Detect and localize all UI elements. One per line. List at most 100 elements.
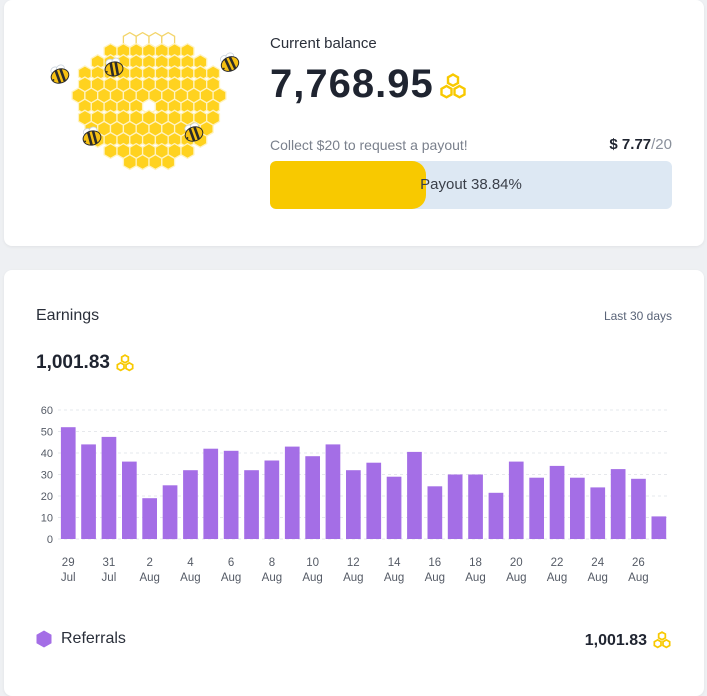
progress-total: /20 <box>651 136 672 153</box>
x-tick-label: 8 <box>269 557 275 569</box>
honeycomb-cell <box>180 142 195 160</box>
bar-22-aug[interactable] <box>549 465 565 539</box>
bar-7-aug[interactable] <box>244 470 259 539</box>
x-tick-label: 29 <box>62 557 75 569</box>
bee-icon <box>82 126 102 146</box>
x-tick-label: Aug <box>221 572 241 584</box>
bar-16-aug[interactable] <box>427 486 443 539</box>
bar-29-jul[interactable] <box>60 427 76 539</box>
bar-31-jul[interactable] <box>101 436 117 539</box>
bar-13-aug[interactable] <box>366 462 382 539</box>
bar-23-aug[interactable] <box>570 477 585 539</box>
bar-21-aug[interactable] <box>529 477 544 539</box>
x-tick-label: Aug <box>547 572 567 584</box>
honeycomb-cell <box>161 153 176 171</box>
earnings-bar-chart: 0 10 20 30 40 50 60 29 Jul 31 Jul 2 Aug 4 Aug 6 Aug 8 Aug 1… <box>41 405 669 584</box>
x-tick-label: 24 <box>591 557 604 569</box>
bar-30-jul[interactable] <box>81 444 96 539</box>
chart-legend[interactable]: Referrals <box>36 630 126 648</box>
legend-label-referrals: Referrals <box>61 630 126 647</box>
honeycomb-coin-icon <box>116 353 134 371</box>
bar-14-aug[interactable] <box>386 476 402 539</box>
earnings-card: Earnings Last 30 days 1,001.83 0 10 20 30 40… <box>4 270 704 696</box>
bar-17-aug[interactable] <box>447 474 463 540</box>
bar-1-aug[interactable] <box>122 461 137 539</box>
referrals-total: 1,001.83 <box>584 631 647 649</box>
bar-15-aug[interactable] <box>407 451 422 539</box>
balance-value: 7,768.95 <box>270 62 434 106</box>
x-tick-label: 18 <box>469 557 482 569</box>
progress-current: $ 7.77 <box>609 136 652 153</box>
x-tick-label: Aug <box>343 572 363 584</box>
bee-icon <box>184 122 204 142</box>
x-tick-label: 22 <box>551 557 564 569</box>
x-tick-label: Aug <box>425 572 445 584</box>
x-tick-label: 14 <box>388 557 401 569</box>
y-tick-label: 50 <box>41 427 53 439</box>
x-tick-label: 2 <box>146 557 152 569</box>
x-tick-label: Aug <box>506 572 526 584</box>
honeycomb-cell <box>122 153 137 171</box>
bar-19-aug[interactable] <box>488 492 504 539</box>
bar-20-aug[interactable] <box>508 461 524 539</box>
x-tick-label: Jul <box>61 572 76 584</box>
x-tick-label: 10 <box>306 557 319 569</box>
y-tick-label: 10 <box>41 513 53 525</box>
bar-3-aug[interactable] <box>162 485 178 540</box>
bar-25-aug[interactable] <box>610 469 626 539</box>
x-tick-label: 16 <box>428 557 441 569</box>
honeycomb-cell <box>135 153 150 171</box>
x-tick-label: Jul <box>102 572 117 584</box>
bar-11-aug[interactable] <box>325 444 341 539</box>
bee-icon <box>220 52 240 72</box>
payout-progress-label: Payout 38.84% <box>420 176 522 193</box>
payout-progress-amount: $ 7.77/20 <box>609 136 672 153</box>
x-tick-label: Aug <box>302 572 322 584</box>
x-tick-label: Aug <box>628 572 648 584</box>
bee-icon <box>50 64 70 84</box>
bar-9-aug[interactable] <box>284 446 300 539</box>
y-tick-label: 60 <box>41 405 53 417</box>
bar-5-aug[interactable] <box>203 448 219 539</box>
bar-24-aug[interactable] <box>590 487 606 539</box>
x-tick-label: Aug <box>180 572 200 584</box>
x-tick-label: 26 <box>632 557 645 569</box>
balance-label: Current balance <box>270 35 377 52</box>
hexagon-legend-icon <box>36 630 52 648</box>
y-tick-label: 0 <box>47 534 53 546</box>
y-tick-label: 40 <box>41 448 53 460</box>
bee-icon <box>104 57 124 77</box>
honeycomb-coin-icon <box>440 72 466 99</box>
honeycomb-cell <box>103 142 118 160</box>
bar-2-aug[interactable] <box>142 498 157 539</box>
beehive-illustration <box>50 31 240 171</box>
x-tick-label: Aug <box>587 572 607 584</box>
bar-12-aug[interactable] <box>346 470 361 539</box>
balance-card: Current balance 7,768.95 Collect $20 to … <box>4 0 704 246</box>
x-tick-label: 12 <box>347 557 360 569</box>
bar-4-aug[interactable] <box>183 470 198 539</box>
bar-8-aug[interactable] <box>264 460 280 540</box>
earnings-total: 1,001.83 <box>36 352 110 373</box>
bar-26-aug[interactable] <box>631 478 646 539</box>
payout-hint: Collect $20 to request a payout! <box>270 137 468 153</box>
x-tick-label: Aug <box>139 572 159 584</box>
x-tick-label: Aug <box>384 572 404 584</box>
date-range-selector[interactable]: Last 30 days <box>603 309 672 323</box>
x-tick-label: 20 <box>510 557 523 569</box>
bar-10-aug[interactable] <box>305 456 320 539</box>
payout-progress-bar: Payout 38.84% <box>270 161 672 209</box>
bar-27-aug[interactable] <box>651 516 667 539</box>
bar-18-aug[interactable] <box>468 474 483 540</box>
x-tick-label: 6 <box>228 557 234 569</box>
payout-progress-fill <box>270 161 427 209</box>
honeycomb-cell <box>148 153 163 171</box>
y-tick-label: 20 <box>41 491 53 503</box>
x-tick-label: Aug <box>465 572 485 584</box>
bar-6-aug[interactable] <box>223 450 239 539</box>
y-tick-label: 30 <box>41 470 53 482</box>
honeycomb-coin-icon <box>653 631 671 649</box>
x-tick-label: 4 <box>187 557 194 569</box>
x-tick-label: 31 <box>103 557 116 569</box>
x-tick-label: Aug <box>262 572 282 584</box>
